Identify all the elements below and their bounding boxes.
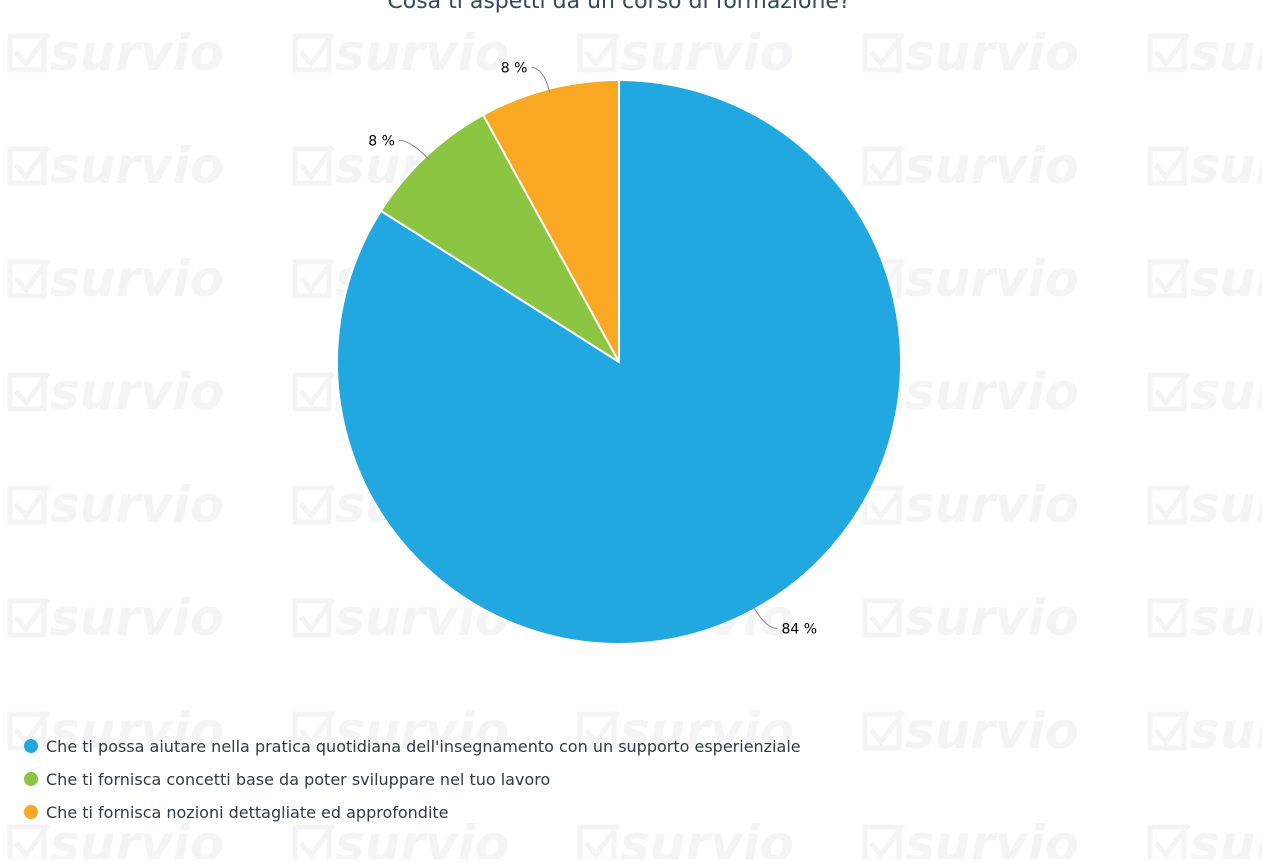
legend-item[interactable]: Che ti fornisca nozioni dettagliate ed a… (24, 800, 801, 824)
watermark-text: survio (1190, 476, 1262, 534)
watermark-text: survio (50, 589, 224, 647)
watermark-text: survio (905, 250, 1079, 308)
data-labels: 84 % 8 % 8 % (368, 61, 817, 638)
legend-label: Che ti possa aiutare nella pratica quoti… (46, 736, 801, 756)
watermark-text: survio (1190, 137, 1262, 195)
watermark-tile: survio (862, 24, 1079, 82)
watermark-text: survio (335, 24, 509, 82)
watermark-text: survio (1190, 250, 1262, 308)
watermark-text: survio (905, 363, 1079, 421)
watermark-tile: survio (862, 137, 1079, 195)
watermark-text: survio (50, 250, 224, 308)
watermark-text: survio (335, 702, 509, 760)
watermark-text: survio (620, 815, 794, 859)
watermark-text: survio (335, 815, 509, 859)
legend-swatch (24, 739, 38, 753)
watermark-text: survio (905, 476, 1079, 534)
watermark-text: survio (905, 589, 1079, 647)
watermark-tile: survio (862, 702, 1079, 760)
watermark-tile: survio (577, 24, 794, 82)
watermark-tile: survio (862, 815, 1079, 863)
watermark-text: survio (50, 363, 224, 421)
data-label: 8 % (501, 61, 528, 77)
watermark-tile: survio (1147, 476, 1262, 534)
legend-swatch (24, 772, 38, 786)
watermark-tile: survio (1147, 250, 1262, 308)
watermark-text: survio (620, 702, 794, 760)
watermark-tile: survio (292, 815, 509, 863)
legend-swatch (24, 805, 38, 819)
watermark-tile: survio (1147, 589, 1262, 647)
data-label-connector (531, 67, 551, 93)
data-label: 84 % (781, 621, 817, 637)
data-label-connector (398, 139, 430, 160)
watermark-text: survio (50, 476, 224, 534)
watermark-tile: survio (1147, 24, 1262, 82)
watermark-tile: survio (7, 702, 224, 760)
watermark-tile: survio (7, 363, 224, 421)
watermark-tile: survio (1147, 363, 1262, 421)
watermark-tile: survio (862, 476, 1079, 534)
data-label-connector (752, 605, 778, 629)
legend-item[interactable]: Che ti possa aiutare nella pratica quoti… (24, 734, 801, 758)
watermark-text: survio (1190, 589, 1262, 647)
chart-title: Cosa ti aspetti da un corso di formazion… (387, 0, 850, 14)
watermark-tile: survio (862, 589, 1079, 647)
watermark-tile: survio (7, 476, 224, 534)
data-label: 8 % (368, 133, 395, 149)
watermark-text: survio (50, 815, 224, 859)
watermark-text: survio (905, 702, 1079, 760)
legend: Che ti possa aiutare nella pratica quoti… (24, 734, 801, 833)
watermark-tile: survio (7, 589, 224, 647)
watermark-tile: survio (1147, 815, 1262, 863)
watermark-text: survio (620, 24, 794, 82)
legend-item[interactable]: Che ti fornisca concetti base da poter s… (24, 767, 801, 791)
watermark-text: survio (50, 137, 224, 195)
watermark-text: survio (905, 815, 1079, 859)
watermark-text: survio (1190, 815, 1262, 859)
watermark-text: survio (50, 24, 224, 82)
watermark-text: survio (905, 24, 1079, 82)
watermark-tile: survio (862, 250, 1079, 308)
watermark-text: survio (50, 702, 224, 760)
watermark-tile: survio (577, 815, 794, 863)
watermark-tile: survio (292, 702, 509, 760)
watermark-text: survio (1190, 363, 1262, 421)
watermark-text: survio (905, 137, 1079, 195)
watermark-text: survio (1190, 702, 1262, 760)
pie-slices (336, 78, 902, 645)
watermark-tile: survio (1147, 702, 1262, 760)
watermark-tile: survio (292, 24, 509, 82)
watermark-tile: survio (7, 137, 224, 195)
watermark-tile: survio (1147, 137, 1262, 195)
watermark-tile: survio (7, 24, 224, 82)
watermark-text: survio (1190, 24, 1262, 82)
watermark-tile: survio (577, 702, 794, 760)
watermark-tile: survio (7, 250, 224, 308)
legend-label: Che ti fornisca concetti base da poter s… (46, 769, 551, 789)
legend-label: Che ti fornisca nozioni dettagliate ed a… (46, 802, 449, 822)
